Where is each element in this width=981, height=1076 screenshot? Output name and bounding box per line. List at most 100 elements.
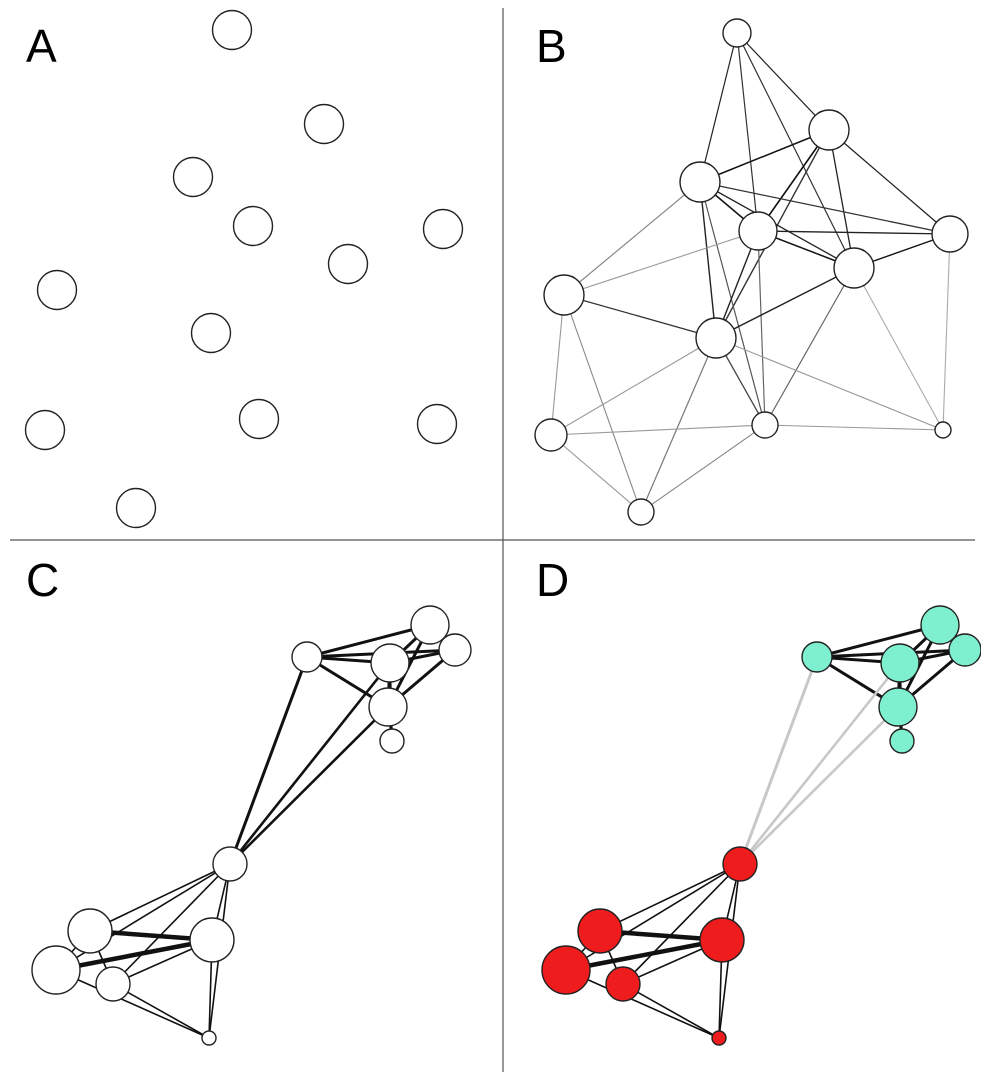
edge-d-15 [738, 705, 900, 866]
edge-b-26 [550, 294, 565, 436]
node-d-10 [541, 945, 591, 995]
node-d-8 [577, 908, 623, 954]
node-b-b5 [931, 215, 969, 253]
node-b-b4 [738, 211, 778, 251]
node-d-2 [920, 605, 960, 645]
node-a-7 [36, 269, 78, 311]
node-c5 [368, 687, 408, 727]
edge-b-16 [757, 230, 951, 235]
edge-c-26 [55, 969, 210, 1039]
node-a-4 [232, 205, 274, 247]
node-d-6 [889, 728, 915, 754]
edge-c-15 [228, 705, 390, 866]
edge-c-1 [305, 623, 432, 659]
panel-label-d: D [536, 554, 569, 606]
node-b-b9 [534, 418, 568, 452]
node-c7 [212, 846, 248, 882]
node-b-top [722, 18, 752, 48]
edge-b-4 [736, 32, 855, 269]
panel-label-b: B [536, 20, 567, 72]
edge-b-8 [828, 129, 855, 269]
edge-b-11 [699, 181, 951, 235]
node-d-12 [711, 1030, 727, 1046]
node-b-b2 [808, 109, 850, 151]
edge-b-29 [550, 337, 717, 436]
panel-a [24, 9, 464, 529]
edge-d-26 [565, 969, 720, 1039]
node-b-b7 [543, 274, 585, 316]
edge-d-1 [815, 623, 942, 659]
node-c12 [201, 1030, 217, 1046]
edge-c-27 [112, 983, 210, 1039]
edge-b-31 [715, 337, 944, 431]
node-a-5 [422, 208, 464, 250]
node-b-b8 [695, 317, 737, 359]
edge-d-16 [599, 863, 741, 932]
node-a-1 [211, 9, 253, 51]
node-d-5 [878, 687, 918, 727]
edge-b-15 [699, 181, 766, 426]
panel-c [31, 605, 472, 1046]
edge-b-36 [764, 424, 944, 431]
panel-d [541, 605, 981, 1046]
edge-b-28 [563, 230, 759, 296]
edge-b-25 [563, 294, 717, 339]
node-c1 [291, 641, 323, 673]
edge-b-12 [699, 181, 855, 269]
edge-b-13 [563, 181, 701, 296]
node-d-7 [722, 846, 758, 882]
node-a-6 [327, 243, 369, 285]
node-a-2 [303, 103, 345, 145]
edge-d-14 [738, 661, 902, 866]
edge-c-22 [53, 937, 215, 973]
node-b-b11 [934, 421, 952, 439]
edge-b-22 [715, 267, 855, 339]
edge-d-22 [563, 937, 725, 973]
edge-b-19 [757, 230, 766, 426]
node-a-8 [190, 312, 232, 354]
edge-c-18 [112, 863, 231, 985]
panel-label-a: A [26, 20, 57, 72]
node-c11 [95, 966, 131, 1002]
node-d-3 [948, 633, 981, 667]
edge-b-24 [853, 267, 944, 431]
edge-b-32 [640, 337, 717, 513]
edge-b-27 [563, 294, 642, 513]
edge-b-33 [550, 424, 766, 436]
node-d-11 [605, 966, 641, 1002]
node-c2 [410, 605, 450, 645]
panel-b [534, 18, 969, 526]
node-a-3 [172, 156, 214, 198]
edge-b-23 [764, 267, 855, 426]
edge-c-14 [228, 661, 392, 866]
edge-b-7 [828, 129, 951, 235]
node-c4 [370, 643, 410, 683]
node-d-4 [880, 643, 920, 683]
edge-b-21 [942, 233, 951, 431]
edge-b-14 [699, 181, 717, 339]
node-a-11 [416, 403, 458, 445]
edge-b-34 [550, 434, 642, 513]
node-c8 [67, 908, 113, 954]
node-b-b12 [627, 498, 655, 526]
panel-label-c: C [26, 554, 59, 606]
node-b-b3 [679, 161, 721, 203]
edge-b-35 [640, 424, 766, 513]
edge-d-13 [738, 655, 819, 866]
node-a-9 [24, 409, 66, 451]
node-c10 [31, 945, 81, 995]
edge-b-5 [699, 129, 830, 183]
edge-b-3 [736, 32, 759, 232]
edge-c-13 [228, 655, 309, 866]
node-b-b10 [751, 411, 779, 439]
node-a-12 [115, 487, 157, 529]
node-d-1 [801, 641, 833, 673]
edge-d-27 [622, 983, 720, 1039]
node-c6 [379, 728, 405, 754]
edge-d-18 [622, 863, 741, 985]
node-b-b6 [833, 247, 875, 289]
node-c9 [189, 917, 235, 963]
edge-c-16 [89, 863, 231, 932]
edge-b-1 [699, 32, 738, 183]
